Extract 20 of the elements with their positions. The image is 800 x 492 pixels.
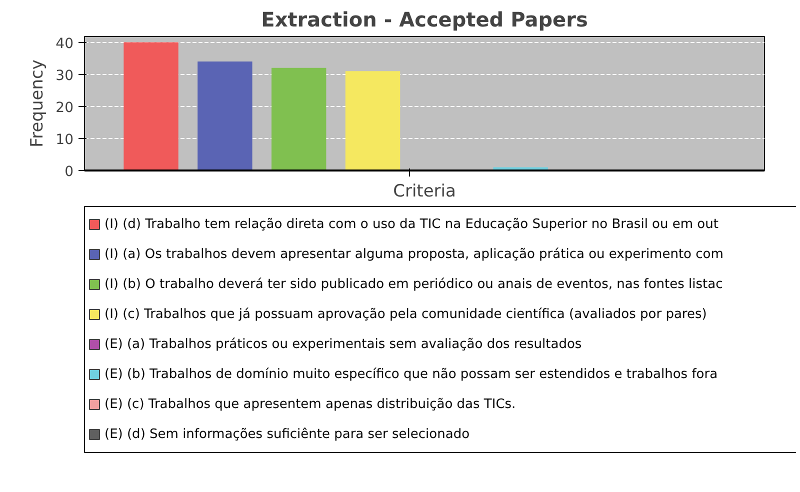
legend-label: (I) (a) Os trabalhos devem apresentar alguma proposta, aplicação prática ou experimento com [104,247,724,262]
chart-title: Extraction - Accepted Papers [261,8,588,32]
legend-label: (I) (c) Trabalhos que já possuam aprovação pela comunidade científica (avaliados por pares) [104,307,707,322]
y-tick-label: 0 [64,164,74,180]
legend-label: (E) (c) Trabalhos que apresentem apenas distribuição das TICs. [104,397,516,412]
bar [272,68,326,170]
legend-label: (E) (b) Trabalhos de domínio muito específico que não possam ser estendidos e trabalhos fora [104,367,718,382]
y-tick-label: 10 [56,132,74,148]
y-axis-title: Frequency [28,60,48,148]
legend-label: (I) (b) O trabalho deverá ter sido publicado em periódico ou anais de eventos, nas fontes listac [104,277,723,292]
y-tick-label: 40 [56,36,74,52]
y-tick-label: 30 [56,68,74,84]
legend-label: (E) (a) Trabalhos práticos ou experimentais sem avaliação dos resultados [104,337,582,352]
y-tick-label: 20 [56,100,74,116]
bar [198,62,252,170]
x-axis-title: Criteria [393,182,456,202]
legend-label: (I) (d) Trabalho tem relação direta com o uso da TIC na Educação Superior no Brasil ou em out [104,217,718,232]
bar [124,42,178,170]
legend-label: (E) (d) Sem informações suficiênte para ser selecionado [104,427,470,442]
bar [345,71,400,170]
